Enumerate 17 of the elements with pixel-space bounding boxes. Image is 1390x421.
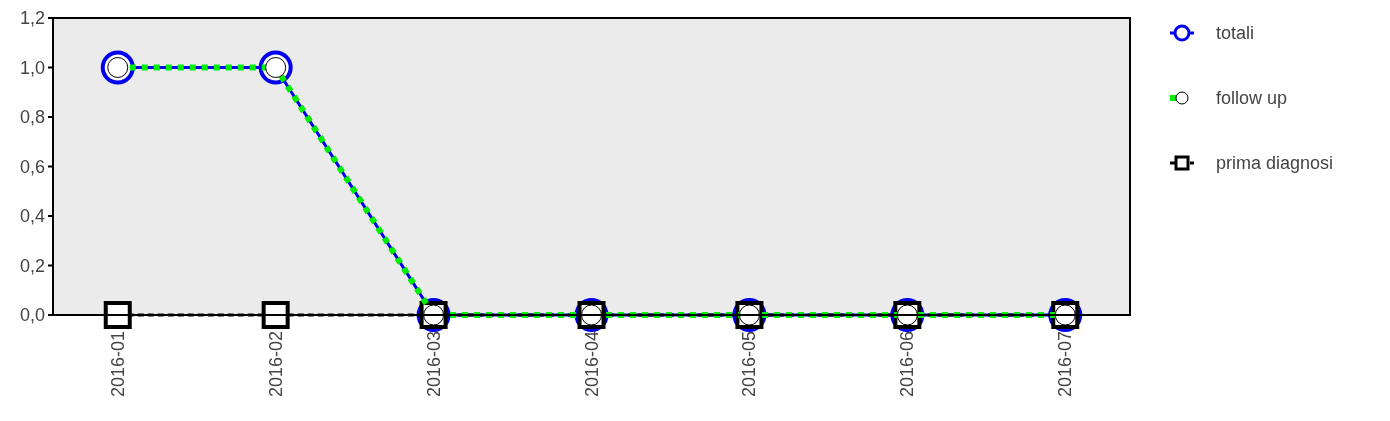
x-tick-label: 2016-07 — [1055, 331, 1076, 398]
y-tick-label: 0,8 — [19, 107, 45, 128]
y-tick-label: 0,4 — [19, 206, 45, 227]
legend-label: prima diagnosi — [1216, 153, 1334, 174]
x-tick-label: 2016-05 — [739, 331, 760, 398]
x-tick-label: 2016-06 — [897, 331, 918, 398]
x-tick-label: 2016-03 — [423, 331, 444, 398]
y-tick-label: 1,2 — [19, 8, 45, 29]
y-tick-label: 0,2 — [19, 255, 45, 276]
x-tick-label: 2016-02 — [265, 331, 286, 398]
y-tick-label: 1,0 — [19, 57, 45, 78]
y-tick-label: 0,6 — [19, 156, 45, 177]
y-tick-label: 0,0 — [19, 305, 45, 326]
x-tick-label: 2016-04 — [581, 331, 602, 398]
legend-label: follow up — [1216, 88, 1288, 109]
legend-label: totali — [1216, 23, 1255, 44]
x-tick-label: 2016-01 — [107, 331, 128, 398]
